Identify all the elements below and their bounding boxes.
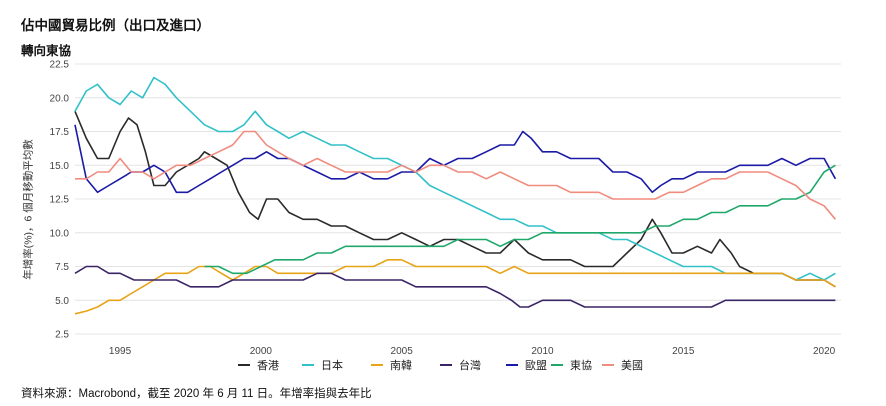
legend-swatch (602, 364, 614, 366)
legend-item: 台灣 (440, 357, 481, 373)
y-tick-label: 20.0 (50, 93, 70, 104)
y-tick-label: 10.0 (50, 228, 70, 239)
x-tick-label: 2005 (391, 346, 414, 357)
legend-item: 香港 (238, 357, 279, 373)
y-tick-label: 12.5 (50, 195, 70, 206)
y-tick-label: 7.5 (55, 262, 69, 273)
y-tick-label: 5.0 (55, 296, 69, 307)
legend-label: 日本 (321, 360, 343, 372)
legend-swatch (551, 364, 563, 366)
y-tick-labels: 2.5 5.0 7.5 10.0 12.5 15.0 17.5 20.0 22.5 (50, 60, 70, 341)
legend-item: 美國 (602, 357, 643, 373)
series-line-南韓 (74, 258, 836, 315)
x-tick-labels: 1995 2000 2005 2010 2015 2020 (109, 346, 836, 357)
x-tick-label: 1995 (109, 346, 132, 357)
legend-swatch (302, 364, 314, 366)
legend-label: 東協 (570, 360, 592, 372)
legend-swatch (506, 364, 518, 366)
y-tick-label: 17.5 (50, 127, 70, 138)
series-layer (74, 76, 837, 315)
legend-label: 南韓 (390, 360, 412, 372)
series-line-東協 (204, 164, 836, 275)
y-tick-label: 22.5 (50, 60, 70, 71)
source-note: 資料來源：Macrobond，截至 2020 年 6 月 11 日。年增率指與去… (21, 388, 372, 400)
legend-label: 香港 (257, 360, 279, 372)
y-tick-label: 15.0 (50, 161, 70, 172)
legend-swatch (371, 364, 383, 366)
y-tick-label: 2.5 (55, 330, 69, 341)
chart-legend: 香港 日本 南韓 台灣 歐盟 東協 美國 (0, 357, 886, 375)
chart-title: 佔中國貿易比例（出口及進口） (21, 18, 210, 33)
legend-swatch (440, 364, 452, 366)
series-line-歐盟 (74, 124, 837, 194)
x-tick-label: 2000 (250, 346, 273, 357)
legend-item: 南韓 (371, 357, 412, 373)
series-line-台灣 (74, 265, 836, 308)
legend-item: 日本 (302, 357, 343, 373)
legend-item: 東協 (551, 357, 592, 373)
x-tick-label: 2010 (531, 346, 554, 357)
chart-subtitle: 轉向東協 (21, 44, 72, 58)
legend-label: 美國 (621, 360, 643, 372)
series-line-美國 (75, 130, 837, 220)
x-tick-label: 2020 (813, 346, 836, 357)
x-tick-label: 2015 (672, 346, 695, 357)
legend-label: 台灣 (459, 360, 481, 372)
legend-label: 歐盟 (525, 360, 547, 372)
legend-item: 歐盟 (506, 357, 547, 373)
series-line-日本 (74, 76, 836, 281)
legend-swatch (238, 364, 250, 366)
